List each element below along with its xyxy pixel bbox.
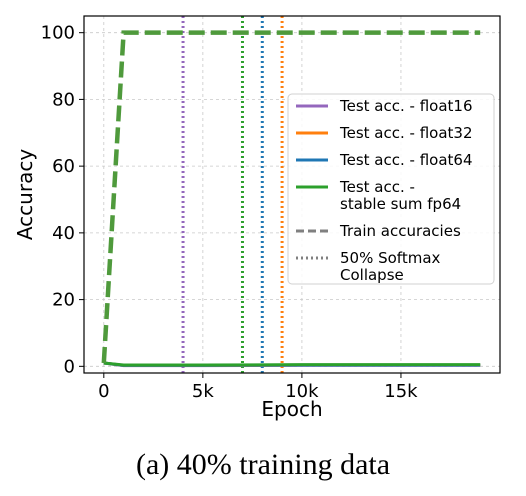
legend: Test acc. - float16 Test acc. - float32 Te… bbox=[287, 93, 495, 285]
y-tick-label: 40 bbox=[52, 223, 75, 244]
legend-label: Collapse bbox=[340, 266, 404, 284]
train-accuracy-line bbox=[101, 30, 481, 364]
y-tick-label: 80 bbox=[52, 89, 75, 110]
accuracy-chart: 0 5k 10k 15k 0 20 40 60 80 100 Epoch Accuracy Tes… bbox=[13, 15, 501, 421]
legend-label: Test acc. - bbox=[339, 178, 415, 196]
figure-caption: (a) 40% training data bbox=[135, 448, 391, 481]
test-accuracy-line bbox=[103, 361, 481, 367]
legend-label: 50% Softmax bbox=[340, 249, 441, 267]
legend-label: Test acc. - float64 bbox=[339, 151, 473, 169]
series-lines bbox=[101, 30, 481, 368]
x-axis-title: Epoch bbox=[261, 397, 322, 421]
legend-label: stable sum fp64 bbox=[340, 195, 461, 213]
plot-frame bbox=[83, 15, 501, 374]
y-tick-label: 100 bbox=[41, 23, 75, 44]
y-tick-label: 60 bbox=[52, 156, 75, 177]
y-axis-title: Accuracy bbox=[13, 149, 37, 240]
x-tick-label: 0 bbox=[98, 381, 109, 402]
y-tick-label: 20 bbox=[52, 290, 75, 311]
y-tick-label: 0 bbox=[64, 356, 75, 377]
x-tick-label: 15k bbox=[384, 381, 418, 402]
legend-box bbox=[287, 93, 495, 285]
legend-label: Test acc. - float16 bbox=[339, 97, 473, 115]
collapse-lines bbox=[181, 16, 284, 373]
legend-label: Train accuracies bbox=[339, 222, 461, 240]
x-tick-label: 5k bbox=[192, 381, 214, 402]
x-tick-label: 10k bbox=[285, 381, 319, 402]
legend-label: Test acc. - float32 bbox=[339, 124, 473, 142]
axis-ticks: 0 5k 10k 15k 0 20 40 60 80 100 bbox=[41, 23, 419, 402]
